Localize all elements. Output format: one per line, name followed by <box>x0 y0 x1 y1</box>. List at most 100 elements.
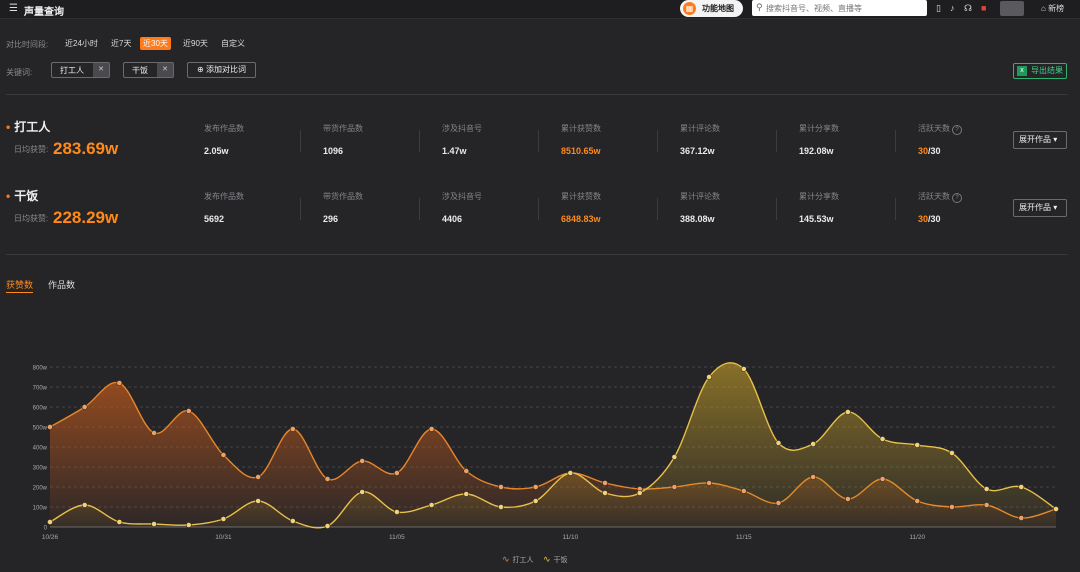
y-tick-label: 200w <box>33 486 48 492</box>
data-point[interactable] <box>498 504 504 510</box>
data-point[interactable] <box>636 490 643 496</box>
data-point[interactable] <box>324 476 331 482</box>
data-point[interactable] <box>740 488 747 494</box>
time-option-24h[interactable]: 近24小时 <box>65 39 98 48</box>
new-label: 新榜 <box>1048 4 1065 13</box>
caret-down-icon: ▾ <box>1053 203 1058 212</box>
data-point[interactable] <box>532 484 539 490</box>
close-icon[interactable]: ✕ <box>93 63 109 77</box>
add-compare-button[interactable]: ⊕ 添加对比词 <box>187 62 256 78</box>
legend-item[interactable]: ∿ 打工人 <box>502 554 534 565</box>
expand-works-button[interactable]: 展开作品 ▾ <box>1013 199 1067 217</box>
keyword-chip[interactable]: 干饭 ✕ <box>123 62 174 78</box>
data-point[interactable] <box>532 498 539 504</box>
data-point[interactable] <box>324 523 331 529</box>
data-point[interactable] <box>359 489 366 495</box>
data-point[interactable] <box>255 474 262 480</box>
data-point[interactable] <box>983 502 990 508</box>
new-button[interactable]: ⌂ 新榜 <box>1041 3 1064 14</box>
data-point[interactable] <box>463 491 470 497</box>
data-point[interactable] <box>359 458 366 464</box>
data-point[interactable] <box>914 498 921 504</box>
data-point[interactable] <box>914 442 921 448</box>
data-point[interactable] <box>220 516 227 522</box>
legend-item[interactable]: ∿ 干饭 <box>543 554 568 565</box>
data-point[interactable] <box>671 484 678 490</box>
data-point[interactable] <box>289 426 296 432</box>
data-point[interactable] <box>949 504 955 510</box>
data-point[interactable] <box>255 498 262 504</box>
data-point[interactable] <box>810 441 817 447</box>
feature-map-button[interactable]: ▦ 功能地图 <box>680 0 743 17</box>
search-box[interactable]: ⚲ <box>752 0 927 16</box>
data-point[interactable] <box>706 374 713 380</box>
separator <box>419 198 420 220</box>
info-icon[interactable]: ? <box>952 125 962 135</box>
data-point[interactable] <box>740 366 747 372</box>
data-point[interactable] <box>1018 515 1025 521</box>
data-point[interactable] <box>185 408 192 414</box>
tiktok-icon[interactable]: ♪ <box>950 3 955 13</box>
keyword-chip[interactable]: 打工人 ✕ <box>51 62 110 78</box>
data-point[interactable] <box>810 474 817 480</box>
info-icon[interactable]: ? <box>952 193 962 203</box>
data-point[interactable] <box>879 476 886 482</box>
data-point[interactable] <box>844 409 851 415</box>
menu-icon[interactable]: ☰ <box>9 3 18 14</box>
x-tick-label: 11/15 <box>736 534 752 541</box>
data-point[interactable] <box>116 519 123 525</box>
tab-likes[interactable]: 获赞数 <box>6 278 34 293</box>
time-option-7d[interactable]: 近7天 <box>111 39 132 48</box>
gift-icon[interactable]: ■ <box>981 3 987 13</box>
data-point[interactable] <box>81 502 88 508</box>
close-icon[interactable]: ✕ <box>157 63 173 77</box>
data-point[interactable] <box>602 480 608 486</box>
data-point[interactable] <box>983 486 990 492</box>
data-point[interactable] <box>47 424 53 430</box>
data-point[interactable] <box>393 470 400 476</box>
data-point[interactable] <box>498 484 504 490</box>
time-option-custom[interactable]: 自定义 <box>221 39 245 48</box>
data-point[interactable] <box>1018 484 1025 490</box>
data-point[interactable] <box>671 454 678 460</box>
headset-icon[interactable]: ☊ <box>964 3 972 13</box>
grid-icon: ▦ <box>683 2 696 15</box>
phone-icon[interactable]: ▯ <box>936 3 941 13</box>
data-point[interactable] <box>81 404 88 410</box>
time-option-30d[interactable]: 近30天 <box>140 37 171 50</box>
data-point[interactable] <box>879 436 886 442</box>
export-button[interactable]: x 导出结果 <box>1013 63 1067 79</box>
data-point[interactable] <box>428 426 435 432</box>
data-point[interactable] <box>428 502 435 508</box>
expand-works-button[interactable]: 展开作品 ▾ <box>1013 131 1067 149</box>
y-tick-label: 800w <box>33 366 48 372</box>
tab-works[interactable]: 作品数 <box>48 280 76 290</box>
data-point[interactable] <box>949 450 955 456</box>
data-point[interactable] <box>463 468 470 474</box>
data-point[interactable] <box>706 480 713 486</box>
data-point[interactable] <box>775 500 782 506</box>
data-point[interactable] <box>220 452 227 458</box>
data-point[interactable] <box>151 430 157 436</box>
time-option-90d[interactable]: 近90天 <box>183 39 208 48</box>
data-point[interactable] <box>775 440 782 446</box>
series-area <box>50 362 1056 528</box>
data-point[interactable] <box>185 522 192 528</box>
avatar[interactable] <box>1000 1 1024 16</box>
separator <box>657 198 658 220</box>
page-title: 声量查询 <box>24 7 64 18</box>
data-point[interactable] <box>116 380 123 386</box>
avg-likes-label: 日均获赞: <box>14 214 49 223</box>
data-point[interactable] <box>844 496 851 502</box>
separator <box>895 130 896 152</box>
data-point[interactable] <box>151 521 157 527</box>
data-point[interactable] <box>1053 506 1059 512</box>
data-point[interactable] <box>567 470 574 476</box>
data-point[interactable] <box>393 509 400 515</box>
y-tick-label: 300w <box>33 466 48 472</box>
data-point[interactable] <box>602 490 608 496</box>
data-point[interactable] <box>47 519 53 525</box>
avg-likes-value: 283.69w <box>53 139 119 158</box>
data-point[interactable] <box>289 518 296 524</box>
search-input[interactable] <box>766 0 921 16</box>
